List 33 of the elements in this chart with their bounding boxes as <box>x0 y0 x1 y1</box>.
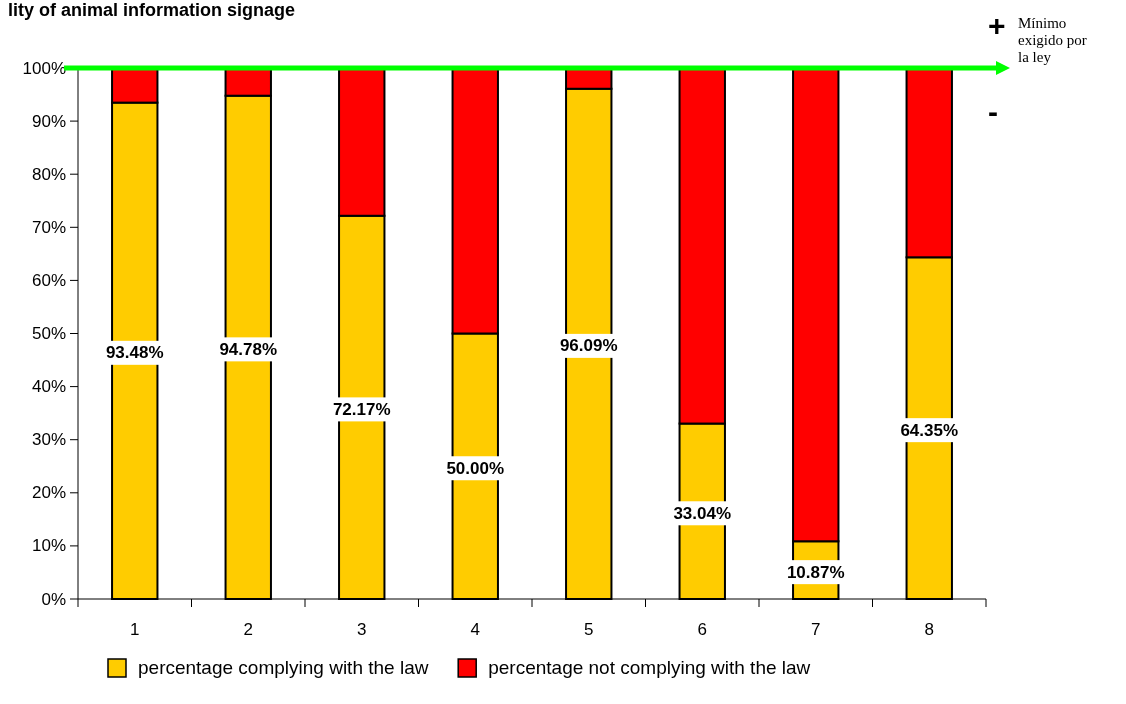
x-tick-label: 5 <box>584 620 594 639</box>
legend-label: percentage complying with the law <box>138 657 429 678</box>
data-label: 94.78% <box>219 339 278 359</box>
data-label: 72.17% <box>332 399 391 419</box>
data-label: 93.48% <box>105 343 164 363</box>
y-tick-label: 40% <box>31 377 66 397</box>
y-tick-label: 60% <box>31 270 66 290</box>
y-tick-label: 20% <box>31 483 66 503</box>
annotation: - <box>988 95 998 128</box>
data-label: 10.87% <box>786 562 845 582</box>
x-tick-label: 3 <box>357 620 367 639</box>
y-tick-label: 50% <box>31 324 66 343</box>
data-label: 64.35% <box>900 420 959 440</box>
data-label: 96.09% <box>559 336 618 356</box>
data-label: 50.00% <box>446 458 505 478</box>
text: + <box>988 9 1006 42</box>
data-label: 33.04% <box>673 503 732 523</box>
x-tick-label: 6 <box>697 620 707 639</box>
ref-line-label: Mínimo exigido por la ley <box>1018 15 1087 65</box>
x-tick-label: 7 <box>811 620 821 639</box>
legend-label: percentage not complying with the law <box>488 657 811 678</box>
y-tick-label: 0% <box>41 589 66 609</box>
x-tick-label: 4 <box>470 620 480 639</box>
y-tick-label: 30% <box>31 430 66 450</box>
y-tick-label: 70% <box>31 217 66 237</box>
x-tick-label: 2 <box>243 620 253 639</box>
x-tick-label: 1 <box>130 620 140 639</box>
y-tick-label: 100% <box>22 58 66 78</box>
x-tick-label: 8 <box>924 620 934 639</box>
y-tick-label: 80% <box>31 164 66 184</box>
y-tick-label: 10% <box>31 536 66 556</box>
chart-title: lity of animal information signage <box>8 0 296 20</box>
y-tick-label: 90% <box>31 111 66 131</box>
